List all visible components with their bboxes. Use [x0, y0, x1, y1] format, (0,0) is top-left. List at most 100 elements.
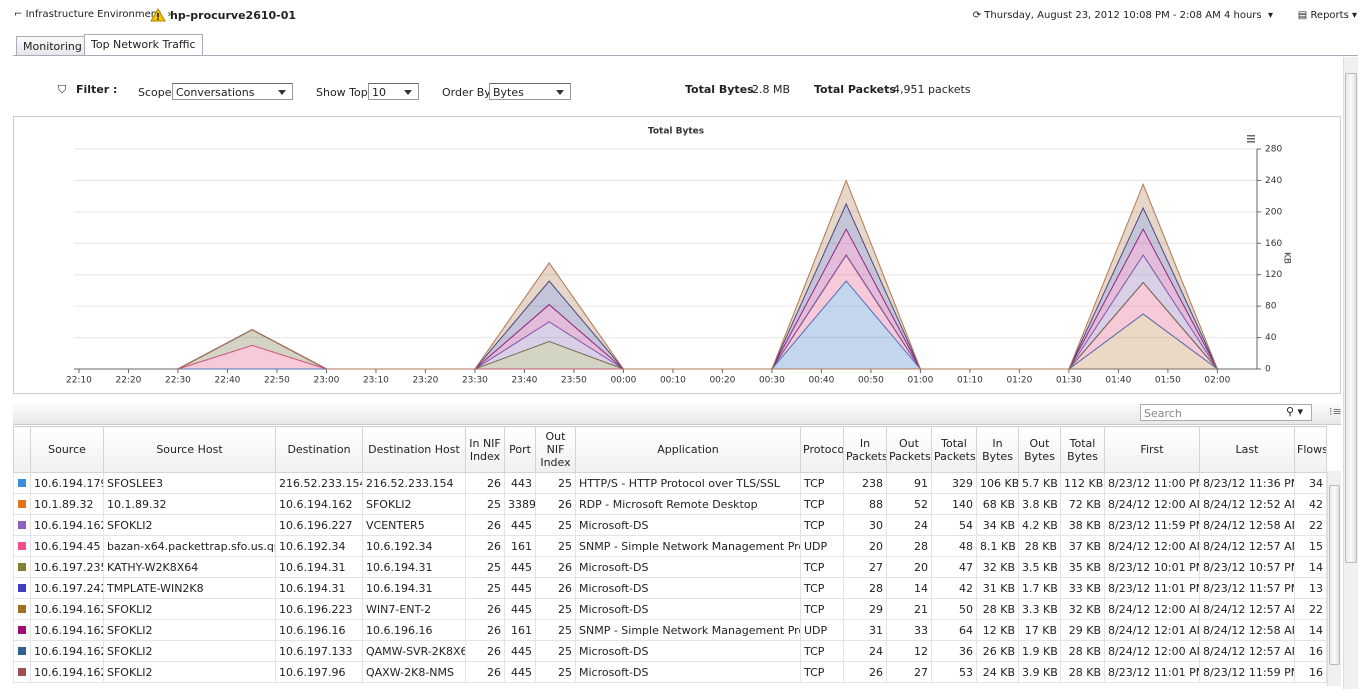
- table-cell: 161: [504, 619, 536, 641]
- search-box[interactable]: Search: [1140, 404, 1312, 421]
- data-table: Source Source Host Destination Destination …: [13, 426, 1327, 683]
- row-color: [18, 667, 26, 676]
- table-row[interactable]: 10.6.194.162 SFOKLI2 10.6.196.16 10.6.196.1…: [13, 619, 1327, 641]
- breadcrumb[interactable]: ⌐ Infrastructure Environment ›: [14, 9, 172, 20]
- y-tick-label: 120: [1265, 270, 1282, 280]
- show-top-label: Show Top: [316, 86, 368, 99]
- table-cell: 25: [465, 493, 505, 515]
- x-tick-label: 01:40: [1105, 376, 1131, 386]
- x-tick-label: 23:20: [412, 376, 438, 386]
- order-by-label: Order By: [442, 86, 491, 99]
- column-header[interactable]: Flows: [1294, 426, 1327, 473]
- table-menu-icon[interactable]: ⁝≡: [1329, 405, 1342, 418]
- table-row[interactable]: 10.6.194.162 SFOKLI2 10.6.197.96 QAXW-2K8-N…: [13, 661, 1327, 683]
- table-cell: QAMW-SVR-2K8X64: [362, 640, 466, 662]
- table-scrollbar[interactable]: [1327, 471, 1341, 686]
- table-cell: 27: [886, 661, 932, 683]
- table-row[interactable]: 10.6.197.242 TMPLATE-WIN2K8 10.6.194.31 10.…: [13, 577, 1327, 599]
- scope-select[interactable]: Conversations: [172, 83, 293, 100]
- table-cell: 8/23/12 11:00 PM: [1104, 472, 1200, 494]
- column-header[interactable]: Port: [504, 426, 536, 473]
- column-header[interactable]: In Packets: [843, 426, 887, 473]
- table-cell: UDP: [800, 619, 844, 641]
- order-by-select[interactable]: Bytes: [489, 83, 571, 100]
- area-line: [177, 254, 1218, 370]
- row-color: [18, 625, 26, 634]
- table-cell: SFOKLI2: [103, 661, 276, 683]
- chart-title: Total Bytes: [648, 127, 704, 137]
- table-row[interactable]: 10.6.194.179 SFOSLEE3 216.52.233.154 216.52…: [13, 472, 1327, 494]
- reports-text[interactable]: Reports: [1310, 10, 1349, 21]
- column-header[interactable]: Last: [1199, 426, 1295, 473]
- x-tick-label: 00:50: [858, 376, 884, 386]
- column-header[interactable]: Source Host: [103, 426, 276, 473]
- table-cell: 8/24/12 12:57 AM: [1199, 640, 1295, 662]
- column-header[interactable]: Destination: [275, 426, 363, 473]
- table-cell: 25: [535, 619, 576, 641]
- table-cell: Microsoft-DS: [575, 661, 801, 683]
- table-row[interactable]: 10.6.197.235 KATHY-W2K8X64 10.6.194.31 10.6…: [13, 556, 1327, 578]
- table-cell: QAXW-2K8-NMS: [362, 661, 466, 683]
- area: [177, 314, 1218, 369]
- column-header[interactable]: Total Packets: [931, 426, 977, 473]
- column-header[interactable]: Out Packets: [886, 426, 932, 473]
- table-cell: 445: [504, 598, 536, 620]
- table-cell: 50: [931, 598, 977, 620]
- row-color: [18, 646, 26, 655]
- table-cell: 8/24/12 12:57 AM: [1199, 535, 1295, 557]
- table-cell: 27: [843, 556, 887, 578]
- reports-menu[interactable]: ▤ Reports ▾: [1297, 10, 1357, 21]
- search-icon[interactable]: ⚲ ▾: [1286, 405, 1304, 418]
- scroll-thumb[interactable]: [1329, 485, 1340, 665]
- table-row[interactable]: 10.6.194.45 bazan-x64.packettrap.sfo.us.q…: [13, 535, 1327, 557]
- table-cell: 38 KB: [1060, 514, 1105, 536]
- x-tick-label: 00:10: [660, 376, 686, 386]
- filter-icon: ⛉: [58, 83, 67, 96]
- table-cell: 445: [504, 661, 536, 683]
- column-header[interactable]: Source: [30, 426, 104, 473]
- tab-active[interactable]: Top Network Traffic: [84, 34, 203, 55]
- table-cell: TCP: [800, 661, 844, 683]
- time-range[interactable]: ⟳ Thursday, August 23, 2012 10:08 PM - 2…: [972, 10, 1273, 21]
- x-tick-label: 23:40: [511, 376, 537, 386]
- table-row[interactable]: 10.1.89.32 10.1.89.32 10.6.194.162 SFOKLI2 2…: [13, 493, 1327, 515]
- column-header[interactable]: Protocol: [800, 426, 844, 473]
- time-range-text[interactable]: Thursday, August 23, 2012 10:08 PM - 2:0…: [984, 10, 1262, 21]
- column-header[interactable]: In NIF Index: [465, 426, 505, 473]
- table-cell: 88: [843, 493, 887, 515]
- table-cell: 16: [1294, 640, 1327, 662]
- row-color-cell: [13, 493, 31, 515]
- chart-menu-icon[interactable]: [1247, 135, 1255, 143]
- table-cell: 24: [843, 640, 887, 662]
- column-header[interactable]: Application: [575, 426, 801, 473]
- row-color-cell: [13, 619, 31, 641]
- table-row[interactable]: 10.6.194.162 SFOKLI2 10.6.196.227 VCENTER5 2…: [13, 514, 1327, 536]
- table-cell: 54: [931, 514, 977, 536]
- show-top-select[interactable]: 10: [368, 83, 419, 100]
- column-header[interactable]: Total Bytes: [1060, 426, 1105, 473]
- table-cell: RDP - Microsoft Remote Desktop: [575, 493, 801, 515]
- table-row[interactable]: 10.6.194.162 SFOKLI2 10.6.196.223 WIN7-ENT-…: [13, 598, 1327, 620]
- table-cell: 26: [465, 598, 505, 620]
- table-cell: 10.6.196.16: [275, 619, 363, 641]
- table-cell: 64: [931, 619, 977, 641]
- table-cell: WIN7-ENT-2: [362, 598, 466, 620]
- column-header[interactable]: Out NIF Index: [535, 426, 576, 473]
- table-cell: 10.6.197.235: [30, 556, 104, 578]
- table-cell: 5.7 KB: [1018, 472, 1061, 494]
- breadcrumb-text[interactable]: Infrastructure Environment: [25, 9, 162, 20]
- table-cell: TCP: [800, 640, 844, 662]
- x-tick-label: 01:00: [907, 376, 933, 386]
- column-header[interactable]: Destination Host: [362, 426, 466, 473]
- table-cell: 29: [843, 598, 887, 620]
- column-header[interactable]: In Bytes: [976, 426, 1019, 473]
- page-scrollbar[interactable]: [1343, 57, 1358, 689]
- column-header[interactable]: First: [1104, 426, 1200, 473]
- x-tick-label: 22:20: [115, 376, 141, 386]
- tab[interactable]: Monitoring: [16, 36, 89, 55]
- column-header[interactable]: Out Bytes: [1018, 426, 1061, 473]
- x-tick-label: 01:10: [957, 376, 983, 386]
- table-cell: 25: [535, 661, 576, 683]
- scroll-thumb[interactable]: [1345, 73, 1357, 563]
- table-row[interactable]: 10.6.194.162 SFOKLI2 10.6.197.133 QAMW-SVR-…: [13, 640, 1327, 662]
